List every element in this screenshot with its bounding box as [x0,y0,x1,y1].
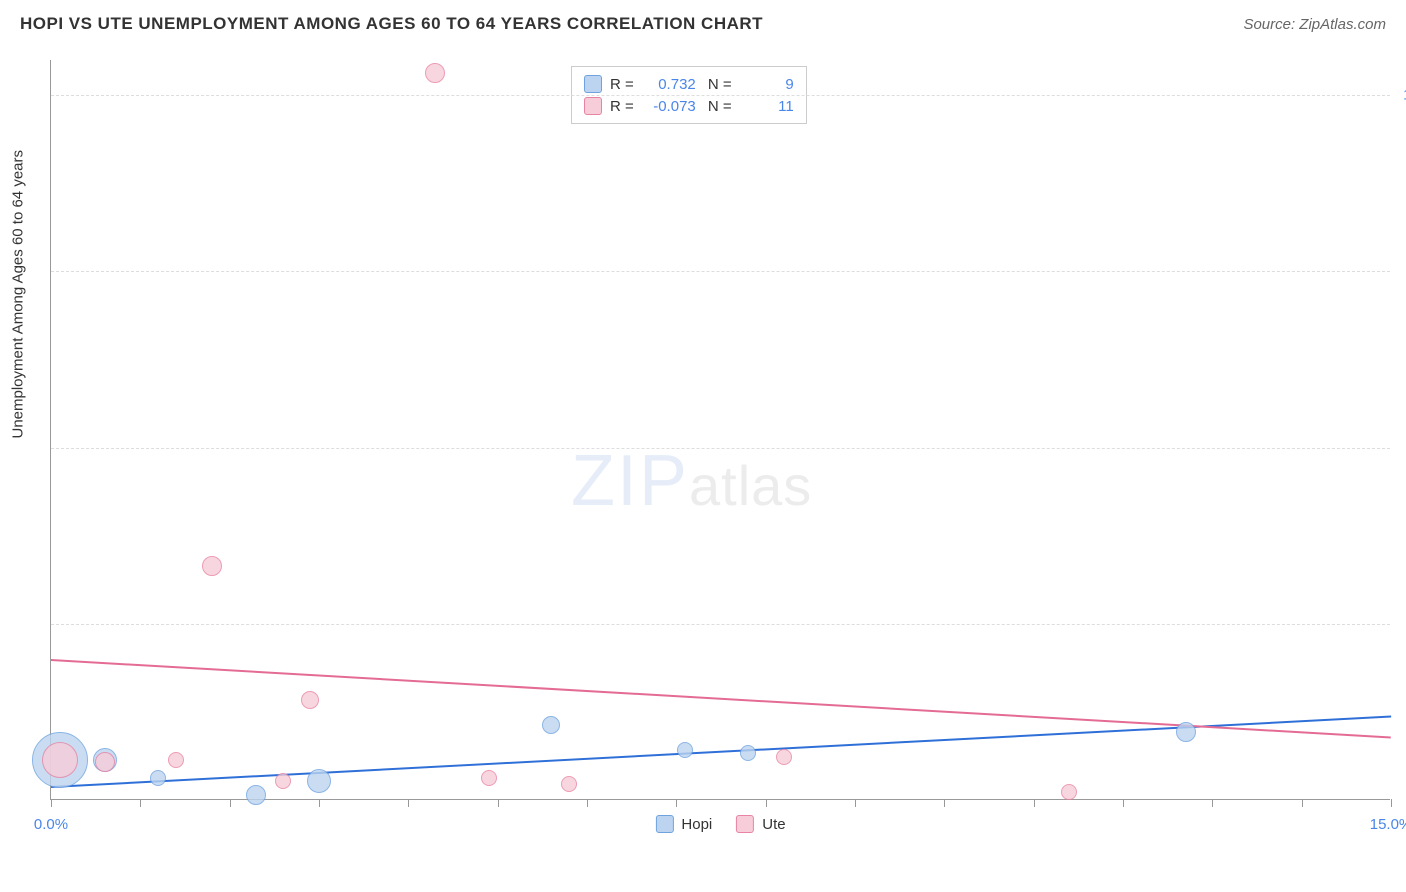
x-tick [140,799,141,807]
x-tick [855,799,856,807]
stat-r-value: 0.732 [642,76,696,93]
watermark-atlas: atlas [689,453,812,518]
data-point [301,691,319,709]
stat-r-value: -0.073 [642,98,696,115]
hopi-swatch-icon [584,75,602,93]
x-tick [1034,799,1035,807]
x-tick [1302,799,1303,807]
ute-swatch-icon [584,97,602,115]
source-attribution: Source: ZipAtlas.com [1243,16,1386,33]
stats-row-hopi: R = 0.732 N = 9 [584,73,794,95]
data-point [776,749,792,765]
stat-label: N = [704,76,732,93]
hopi-swatch-icon [655,815,673,833]
gridline [51,448,1390,449]
y-axis-label: Unemployment Among Ages 60 to 64 years [10,150,27,439]
x-tick [1123,799,1124,807]
bottom-legend: Hopi Ute [655,815,785,833]
watermark-zip: ZIP [571,440,689,522]
data-point [561,776,577,792]
x-tick-label: 0.0% [34,816,68,833]
x-tick [766,799,767,807]
data-point [246,785,266,805]
gridline [51,624,1390,625]
data-point [42,742,78,778]
stats-row-ute: R = -0.073 N = 11 [584,95,794,117]
data-point [275,773,291,789]
legend-label: Hopi [681,816,712,833]
header: HOPI VS UTE UNEMPLOYMENT AMONG AGES 60 T… [0,0,1406,48]
x-tick [230,799,231,807]
stat-label: N = [704,98,732,115]
x-tick [944,799,945,807]
x-tick [587,799,588,807]
stat-n-value: 9 [740,76,794,93]
x-tick [408,799,409,807]
data-point [307,769,331,793]
legend-item-hopi: Hopi [655,815,712,833]
plot-container: ZIPatlas R = 0.732 N = 9 R = -0.073 N = … [50,60,1390,800]
data-point [1176,722,1196,742]
x-tick [1391,799,1392,807]
x-tick [319,799,320,807]
ute-swatch-icon [736,815,754,833]
data-point [740,745,756,761]
x-tick [676,799,677,807]
stat-n-value: 11 [740,98,794,115]
x-tick-label: 15.0% [1370,816,1406,833]
stat-label: R = [610,98,634,115]
data-point [150,770,166,786]
data-point [168,752,184,768]
stat-label: R = [610,76,634,93]
data-point [425,63,445,83]
x-tick [1212,799,1213,807]
legend-label: Ute [762,816,785,833]
x-tick [51,799,52,807]
gridline [51,95,1390,96]
data-point [202,556,222,576]
data-point [1061,784,1077,800]
plot-area: ZIPatlas R = 0.732 N = 9 R = -0.073 N = … [50,60,1390,800]
x-tick [498,799,499,807]
legend-item-ute: Ute [736,815,785,833]
watermark: ZIPatlas [571,440,812,522]
data-point [677,742,693,758]
data-point [95,752,115,772]
data-point [481,770,497,786]
data-point [542,716,560,734]
gridline [51,271,1390,272]
chart-title: HOPI VS UTE UNEMPLOYMENT AMONG AGES 60 T… [20,14,763,34]
